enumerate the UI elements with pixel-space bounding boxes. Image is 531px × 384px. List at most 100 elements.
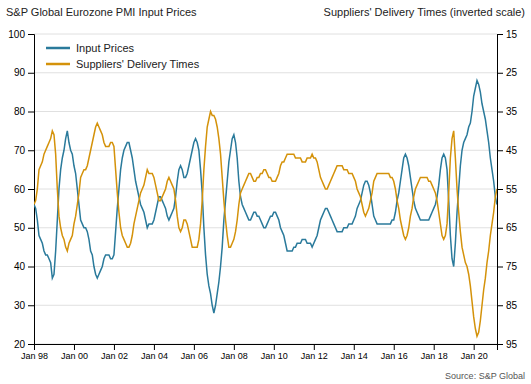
y2-tick-mark: [497, 344, 503, 345]
x-tick-mark: [314, 344, 315, 350]
y2-tick-mark: [497, 34, 503, 35]
y2-tick-label: 15: [506, 29, 518, 40]
x-tick-mark: [154, 344, 155, 350]
y2-axis-line: [498, 35, 504, 345]
y-tick-mark: [28, 344, 34, 345]
x-tick: Jan 16: [381, 344, 408, 361]
y-tick: 40: [14, 261, 34, 272]
y-tick-mark: [28, 267, 34, 268]
y-tick-label: 30: [14, 300, 26, 311]
y2-tick-mark: [497, 112, 503, 113]
y2-tick: 15: [497, 29, 518, 40]
y2-tick-label: 95: [506, 339, 518, 350]
x-tick: Jan 18: [421, 344, 448, 361]
y2-tick-mark: [497, 305, 503, 306]
x-tick: Jan 12: [301, 344, 328, 361]
grid-line: [34, 72, 497, 73]
lines: [34, 81, 497, 337]
y-tick-mark: [28, 73, 34, 74]
y-tick-label: 40: [14, 261, 26, 272]
x-tick: Jan 20: [461, 344, 488, 361]
y-tick: 90: [14, 67, 34, 78]
x-tick-label: Jan 00: [61, 351, 88, 361]
x-axis-line: [35, 345, 498, 351]
x-tick-label: Jan 04: [141, 351, 168, 361]
y-tick: 60: [14, 184, 34, 195]
y-tick-mark: [28, 189, 34, 190]
y2-tick-label: 45: [506, 145, 518, 156]
x-tick: Jan 08: [221, 344, 248, 361]
y2-tick-mark: [497, 73, 503, 74]
y-tick-mark: [28, 34, 34, 35]
grid: [34, 34, 497, 344]
y-tick-mark: [28, 305, 34, 306]
y2-tick: 65: [497, 222, 518, 233]
y2-tick-label: 75: [506, 261, 518, 272]
x-tick-label: Jan 06: [181, 351, 208, 361]
chart-svg: Jan 98 Jan 00 Jan 02 Jan 04 Jan 06 Jan 08 Jan …: [0, 0, 531, 384]
y2-tick-mark: [497, 228, 503, 229]
y-tick: 50: [14, 222, 34, 233]
x-tick-mark: [434, 344, 435, 350]
legend-label: Suppliers' Delivery Times: [76, 58, 200, 70]
y-tick: 80: [14, 106, 34, 117]
x-tick-mark: [274, 344, 275, 350]
y-tick-label: 70: [14, 145, 26, 156]
legend-item: Suppliers' Delivery Times: [46, 58, 200, 70]
y-tick: 100: [8, 29, 34, 40]
x-tick: Jan 98: [21, 344, 48, 361]
y-tick-label: 50: [14, 222, 26, 233]
x-axis: Jan 98 Jan 00 Jan 02 Jan 04 Jan 06 Jan 08 Jan …: [21, 344, 498, 361]
y-tick-label: 80: [14, 106, 26, 117]
y-tick-label: 100: [8, 29, 25, 40]
y2-tick: 45: [497, 145, 518, 156]
y2-tick: 95: [497, 339, 518, 350]
y2-tick: 85: [497, 300, 518, 311]
x-tick-mark: [354, 344, 355, 350]
y-tick-mark: [28, 150, 34, 151]
legend-swatch: [46, 63, 70, 66]
x-tick-label: Jan 98: [21, 351, 48, 361]
x-tick-label: Jan 20: [461, 351, 488, 361]
y-tick-label: 90: [14, 67, 26, 78]
x-tick-mark: [474, 344, 475, 350]
x-tick: Jan 02: [101, 344, 128, 361]
x-tick-label: Jan 16: [381, 351, 408, 361]
legend-item: Input Prices: [46, 42, 135, 54]
x-tick-mark: [234, 344, 235, 350]
chart-container: Jan 98 Jan 00 Jan 02 Jan 04 Jan 06 Jan 08 Jan …: [0, 0, 531, 384]
line-series: [34, 81, 497, 314]
y2-tick-mark: [497, 267, 503, 268]
y2-tick-label: 85: [506, 300, 518, 311]
x-tick-label: Jan 02: [101, 351, 128, 361]
x-tick-label: Jan 18: [421, 351, 448, 361]
grid-line: [34, 266, 497, 267]
x-tick: Jan 00: [61, 344, 88, 361]
x-tick: Jan 14: [341, 344, 368, 361]
x-tick: Jan 06: [181, 344, 208, 361]
y2-tick-label: 55: [506, 184, 518, 195]
y2-tick: 75: [497, 261, 518, 272]
y2-tick-label: 25: [506, 67, 518, 78]
y-tick-label: 20: [14, 339, 26, 350]
grid-line: [34, 305, 497, 306]
y-tick: 70: [14, 145, 34, 156]
y-tick: 20: [14, 339, 34, 350]
x-tick-label: Jan 10: [261, 351, 288, 361]
y2-tick: 25: [497, 67, 518, 78]
line-series: [34, 112, 497, 337]
y2-tick: 55: [497, 184, 518, 195]
grid-line: [34, 189, 497, 190]
x-tick-label: Jan 14: [341, 351, 368, 361]
legend: Input Prices Suppliers' Delivery Times: [46, 42, 200, 70]
legend-swatch: [46, 47, 70, 50]
grid-line: [34, 150, 497, 151]
plot-area: Jan 98 Jan 00 Jan 02 Jan 04 Jan 06 Jan 08 Jan …: [8, 29, 517, 362]
y-tick: 30: [14, 300, 34, 311]
y-axis-line: [28, 35, 35, 345]
y2-tick-label: 35: [506, 106, 518, 117]
y-tick-mark: [28, 112, 34, 113]
x-tick: Jan 10: [261, 344, 288, 361]
x-tick-mark: [114, 344, 115, 350]
y-axis: 20 30 40 50 60 70 80 90 100: [8, 29, 34, 350]
